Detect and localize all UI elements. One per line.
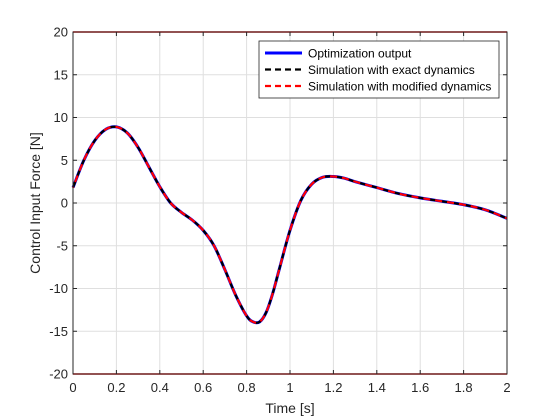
x-tick-label: 1.4 bbox=[368, 380, 386, 395]
legend: Optimization output Simulation with exact… bbox=[258, 40, 500, 99]
y-tick-label: 15 bbox=[54, 67, 68, 82]
y-tick-label: -15 bbox=[49, 324, 68, 339]
x-tick-label: 1 bbox=[286, 380, 293, 395]
y-tick-label: 0 bbox=[61, 196, 68, 211]
y-tick-label: 5 bbox=[61, 153, 68, 168]
y-axis-label: Control Input Force [N] bbox=[27, 132, 43, 274]
x-tick-label: 0.8 bbox=[238, 380, 256, 395]
x-tick-label: 1.6 bbox=[411, 380, 429, 395]
series-line-3 bbox=[71, 125, 508, 324]
y-tick-label: -10 bbox=[49, 281, 68, 296]
series-line-2 bbox=[71, 125, 508, 324]
x-tick-label: 0.4 bbox=[151, 380, 169, 395]
y-tick-label: -5 bbox=[56, 238, 68, 253]
y-tick-label: 10 bbox=[54, 110, 68, 125]
x-tick-label: 1.2 bbox=[324, 380, 342, 395]
x-axis: 0 0.2 0.4 0.6 0.8 1 1.2 1.4 1.6 1.8 2 bbox=[69, 32, 511, 395]
x-tick-label: 0.2 bbox=[107, 380, 125, 395]
y-tick-label: -20 bbox=[49, 367, 68, 382]
legend-label-2: Simulation with exact dynamics bbox=[308, 63, 475, 77]
legend-label-1: Optimization output bbox=[308, 47, 412, 61]
series-group bbox=[71, 125, 508, 325]
x-tick-label: 0.6 bbox=[194, 380, 212, 395]
x-tick-label: 1.8 bbox=[455, 380, 473, 395]
y-tick-label: 20 bbox=[54, 25, 68, 40]
legend-label-3: Simulation with modified dynamics bbox=[308, 80, 491, 94]
x-axis-label: Time [s] bbox=[265, 400, 314, 416]
x-tick-label: 2 bbox=[503, 380, 510, 395]
x-tick-label: 0 bbox=[69, 380, 76, 395]
y-axis: -20 -15 -10 -5 0 5 10 15 20 bbox=[49, 25, 507, 382]
